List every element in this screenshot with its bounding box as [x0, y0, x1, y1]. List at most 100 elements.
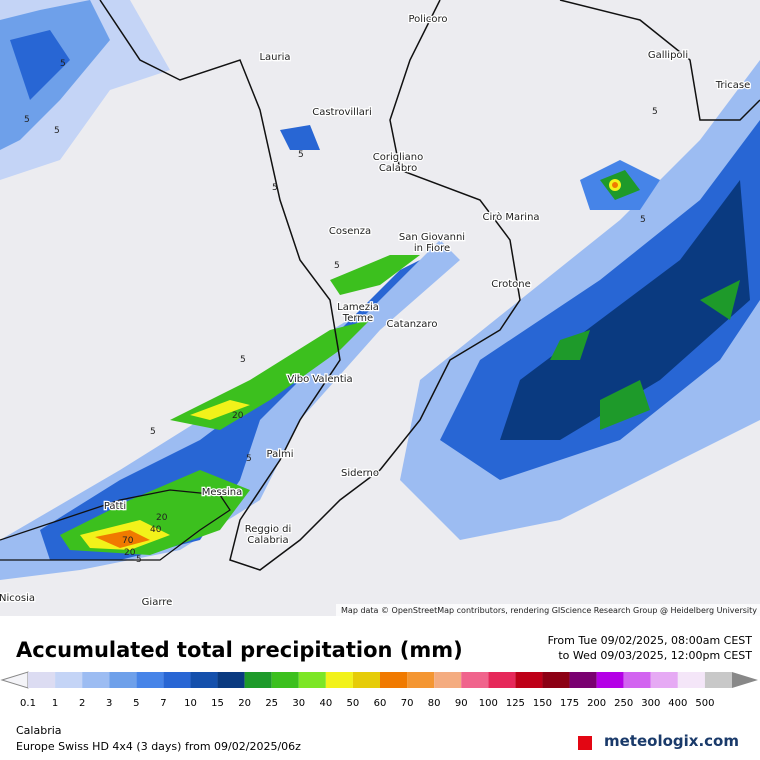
- colorbar-step: [298, 672, 326, 688]
- contour-label: 5: [136, 555, 142, 565]
- city-label: Giarre: [142, 597, 173, 608]
- colorbar-step: [569, 672, 597, 688]
- colorbar-label: 0.1: [20, 698, 36, 709]
- colorbar-label: 50: [347, 698, 360, 709]
- colorbar-label: 200: [587, 698, 606, 709]
- colorbar-label: 15: [211, 698, 224, 709]
- legend-panel: Accumulated total precipitation (mm) Fro…: [0, 616, 760, 760]
- colorbar-label: 150: [533, 698, 552, 709]
- contour-label: 5: [60, 59, 66, 69]
- brand[interactable]: meteologix.com: [604, 732, 739, 750]
- colorbar-step: [650, 672, 678, 688]
- colorbar-label: 2: [79, 698, 85, 709]
- colorbar-label: 500: [695, 698, 714, 709]
- city-label: Nicosia: [0, 593, 35, 604]
- colorbar-step: [623, 672, 651, 688]
- city-label: Castrovillari: [312, 107, 372, 118]
- title: Accumulated total precipitation (mm): [16, 638, 463, 662]
- colorbar-label: 70: [401, 698, 414, 709]
- contour-label: 5: [24, 115, 30, 125]
- city-label: Lamezia Terme: [337, 302, 379, 324]
- region: Calabria: [16, 724, 62, 737]
- colorbar-step: [677, 672, 705, 688]
- colorbar-step: [434, 672, 462, 688]
- city-label: Policoro: [409, 14, 448, 25]
- contour-label: 20: [156, 513, 168, 523]
- colorbar-label: 90: [455, 698, 468, 709]
- colorbar-step: [28, 672, 56, 688]
- colorbar-arrow: [0, 671, 29, 689]
- contour-label: 5: [640, 215, 646, 225]
- contour-label: 20: [124, 548, 136, 558]
- contour-label: 5: [240, 355, 246, 365]
- colorbar-step: [55, 672, 83, 688]
- colorbar-step: [82, 672, 110, 688]
- colorbar-label: 7: [160, 698, 166, 709]
- city-label: Siderno: [341, 468, 379, 479]
- swiss-flag: [578, 736, 592, 750]
- colorbar-label: 20: [238, 698, 251, 709]
- city-label: Gallipoli: [648, 50, 688, 61]
- colorbar-step: [352, 672, 380, 688]
- colorbar-step: [109, 672, 137, 688]
- colorbar-step: [136, 672, 164, 688]
- colorbar-label: 100: [479, 698, 498, 709]
- colorbar-arrow: [732, 672, 758, 688]
- colorbar-step: [407, 672, 435, 688]
- colorbar-label: 1: [52, 698, 58, 709]
- contour-label: 5: [272, 183, 278, 193]
- city-label: Lauria: [259, 52, 290, 63]
- colorbar-label: 80: [428, 698, 441, 709]
- colorbar-step: [190, 672, 218, 688]
- colorbar-step: [380, 672, 408, 688]
- colorbar-step: [488, 672, 516, 688]
- colorbar-label: 3: [106, 698, 112, 709]
- city-label: San Giovanni in Fiore: [399, 232, 465, 254]
- colorbar-label: 60: [374, 698, 387, 709]
- contour-label: 5: [246, 454, 252, 464]
- city-label: Catanzaro: [387, 319, 438, 330]
- contour-label: 70: [122, 536, 134, 546]
- date-to: to Wed 09/03/2025, 12:00pm CEST: [558, 649, 752, 662]
- colorbar-step: [244, 672, 272, 688]
- colorbar-step: [704, 672, 732, 688]
- city-label: Crotone: [491, 279, 531, 290]
- colorbar-label: 400: [668, 698, 687, 709]
- contour-label: 40: [150, 525, 162, 535]
- city-label: Cosenza: [329, 226, 371, 237]
- city-label: Palmi: [266, 449, 293, 460]
- city-label: Reggio di Calabria: [245, 524, 292, 546]
- contour-label: 5: [298, 150, 304, 160]
- colorbar-label: 10: [184, 698, 197, 709]
- contour-label: 5: [150, 427, 156, 437]
- contour-label: 5: [54, 126, 60, 136]
- city-label: Vibo Valentia: [287, 374, 352, 385]
- model: Europe Swiss HD 4x4 (3 days) from 09/02/…: [16, 740, 301, 753]
- date-from: From Tue 09/02/2025, 08:00am CEST: [547, 634, 752, 647]
- colorbar-step: [163, 672, 191, 688]
- city-label: Patti: [104, 501, 126, 512]
- colorbar-step: [325, 672, 353, 688]
- contour-label: 5: [334, 261, 340, 271]
- city-label: Cirò Marina: [482, 211, 539, 223]
- colorbar-label: 250: [614, 698, 633, 709]
- colorbar-label: 175: [560, 698, 579, 709]
- colorbar-label: 40: [319, 698, 332, 709]
- colorbar-step: [515, 672, 543, 688]
- colorbar-label: 30: [292, 698, 305, 709]
- map: Policoro Lauria Gallipoli Tricase Castrovill…: [0, 0, 760, 616]
- attribution: Map data © OpenStreetMap contributors, r…: [341, 606, 757, 615]
- colorbar-label: 25: [265, 698, 278, 709]
- colorbar-label: 300: [641, 698, 660, 709]
- city-label: Tricase: [715, 80, 751, 91]
- contour-label: 20: [232, 411, 244, 421]
- colorbar-step: [542, 672, 570, 688]
- colorbar-label: 5: [133, 698, 139, 709]
- city-label: Corigliano Calabro: [373, 152, 423, 174]
- colorbar-step: [217, 672, 245, 688]
- colorbar-step: [271, 672, 299, 688]
- contour-label: 5: [652, 107, 658, 117]
- colorbar-step: [461, 672, 489, 688]
- colorbar-step: [596, 672, 624, 688]
